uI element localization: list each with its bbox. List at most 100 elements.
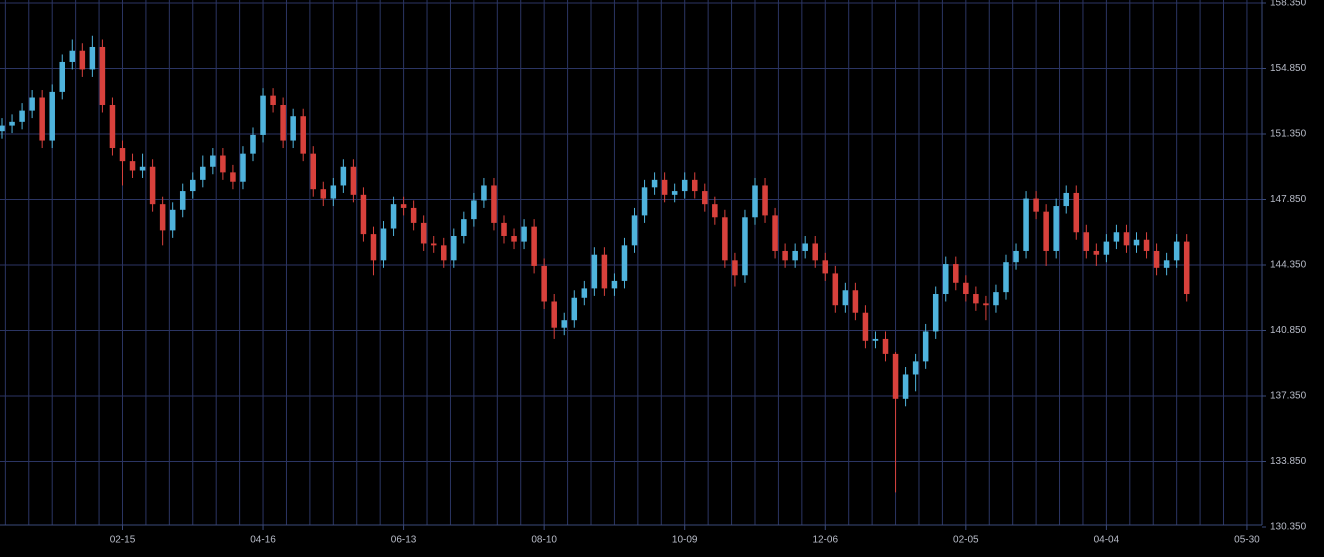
- candle-body: [230, 172, 236, 182]
- candle-body: [99, 46, 106, 105]
- candle-body: [631, 215, 638, 246]
- candle-body: [410, 207, 417, 223]
- candle-body: [380, 228, 387, 261]
- candle-body: [1033, 198, 1039, 212]
- candle-body: [651, 179, 658, 188]
- candle-body: [220, 155, 226, 173]
- candle-body: [481, 185, 487, 201]
- candle-body: [270, 95, 276, 105]
- candle-body: [59, 61, 66, 92]
- candle-body: [1003, 262, 1009, 293]
- candle-body: [430, 243, 437, 246]
- candle-body: [511, 235, 517, 242]
- candle-body: [832, 273, 839, 306]
- candle-body: [902, 374, 909, 399]
- candle-body: [1053, 206, 1059, 251]
- candle-body: [922, 331, 929, 362]
- candle-body: [732, 260, 738, 276]
- candle-body: [300, 116, 306, 154]
- candle-body: [641, 187, 648, 216]
- candle-body: [1093, 250, 1100, 255]
- candle-body: [591, 254, 598, 289]
- x-tick-label: 02-05: [953, 535, 979, 546]
- candle-body: [330, 185, 337, 199]
- candle-body: [440, 245, 447, 261]
- candle-body: [129, 161, 136, 171]
- candle-body: [169, 209, 176, 231]
- y-tick-label: 154.850: [1270, 63, 1307, 74]
- candle-body: [1183, 241, 1190, 295]
- x-tick-label: 08-10: [531, 535, 557, 546]
- y-tick-label: 158.350: [1270, 0, 1307, 9]
- candle-body: [310, 153, 317, 190]
- candle-body: [461, 219, 467, 236]
- candle-body: [19, 110, 25, 122]
- candle-body: [983, 303, 989, 306]
- x-tick-label: 12-06: [812, 535, 838, 546]
- candle-body: [39, 97, 45, 141]
- candle-body: [69, 50, 76, 62]
- candle-body: [782, 250, 788, 261]
- candle-body: [109, 104, 116, 149]
- candle-body: [621, 245, 628, 281]
- candle-body: [802, 243, 808, 251]
- candle-body: [691, 179, 698, 192]
- candle-body: [742, 217, 748, 276]
- candle-body: [9, 121, 15, 126]
- candle-body: [390, 204, 397, 229]
- candle-body: [340, 166, 347, 186]
- candle-body: [611, 280, 618, 289]
- candle-body: [993, 292, 999, 306]
- candle-body: [79, 50, 86, 70]
- candle-body: [290, 116, 296, 141]
- y-tick-label: 133.850: [1270, 456, 1307, 467]
- candle-body: [842, 290, 849, 306]
- candle-body: [953, 264, 959, 283]
- x-tick-label: 02-15: [110, 535, 136, 546]
- candle-body: [280, 104, 286, 141]
- candle-body: [702, 191, 708, 205]
- candle-body: [0, 125, 5, 132]
- candle-body: [139, 166, 146, 171]
- candle-body: [892, 353, 899, 399]
- candle-body: [963, 282, 969, 295]
- candle-body: [671, 191, 678, 195]
- candle-body: [1113, 232, 1120, 242]
- candle-body: [661, 179, 668, 195]
- candle-body: [1153, 250, 1160, 268]
- candle-body: [29, 97, 35, 111]
- candle-body: [531, 226, 537, 266]
- candle-body: [360, 194, 367, 235]
- candle-body: [400, 204, 407, 208]
- y-tick-label: 137.350: [1270, 391, 1307, 402]
- candle-body: [932, 294, 939, 332]
- candle-body: [451, 235, 457, 261]
- candle-body: [1023, 198, 1029, 251]
- x-tick-label: 05-30: [1234, 535, 1260, 546]
- candle-body: [942, 264, 949, 295]
- candle-body: [200, 166, 206, 180]
- candle-body: [521, 226, 527, 242]
- candle-body: [1043, 211, 1049, 251]
- candle-body: [1083, 232, 1090, 251]
- candle-body: [541, 265, 547, 302]
- candle-body: [119, 148, 126, 162]
- candle-body: [1063, 192, 1069, 207]
- candle-body: [320, 189, 327, 199]
- candle-body: [1133, 239, 1140, 246]
- candle-body: [872, 338, 879, 341]
- x-tick-label: 06-13: [391, 535, 417, 546]
- candle-body: [681, 179, 688, 192]
- candle-body: [581, 288, 588, 298]
- candle-body: [1013, 250, 1019, 263]
- candle-body: [1073, 192, 1080, 233]
- candle-body: [973, 294, 979, 304]
- y-tick-label: 147.850: [1270, 194, 1307, 205]
- candle-body: [852, 290, 859, 313]
- candle-body: [210, 155, 216, 167]
- candle-body: [882, 338, 889, 354]
- candle-body: [712, 204, 718, 218]
